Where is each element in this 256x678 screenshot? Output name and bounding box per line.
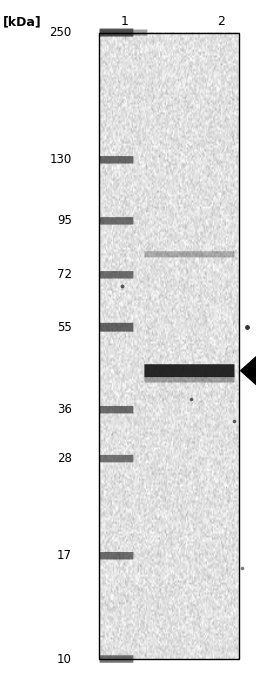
Text: 36: 36 [57,403,72,416]
Text: 1: 1 [120,15,128,28]
FancyBboxPatch shape [100,28,133,37]
Text: [kDa]: [kDa] [3,15,41,28]
FancyBboxPatch shape [100,406,133,414]
Text: 95: 95 [57,214,72,227]
FancyBboxPatch shape [100,217,133,224]
Bar [99,33,239,659]
FancyBboxPatch shape [100,156,133,163]
FancyBboxPatch shape [100,455,133,462]
Polygon shape [241,356,256,386]
FancyBboxPatch shape [100,29,147,36]
Text: 2: 2 [218,15,225,28]
FancyBboxPatch shape [144,376,234,382]
Text: 55: 55 [57,321,72,334]
FancyBboxPatch shape [100,271,133,279]
FancyBboxPatch shape [144,252,234,258]
Text: 72: 72 [57,268,72,281]
Text: 17: 17 [57,549,72,562]
FancyBboxPatch shape [100,552,133,559]
FancyBboxPatch shape [100,655,133,663]
Text: 28: 28 [57,452,72,465]
Text: 250: 250 [49,26,72,39]
Text: 130: 130 [49,153,72,166]
FancyBboxPatch shape [100,323,133,332]
FancyBboxPatch shape [144,364,234,377]
Text: 10: 10 [57,652,72,666]
